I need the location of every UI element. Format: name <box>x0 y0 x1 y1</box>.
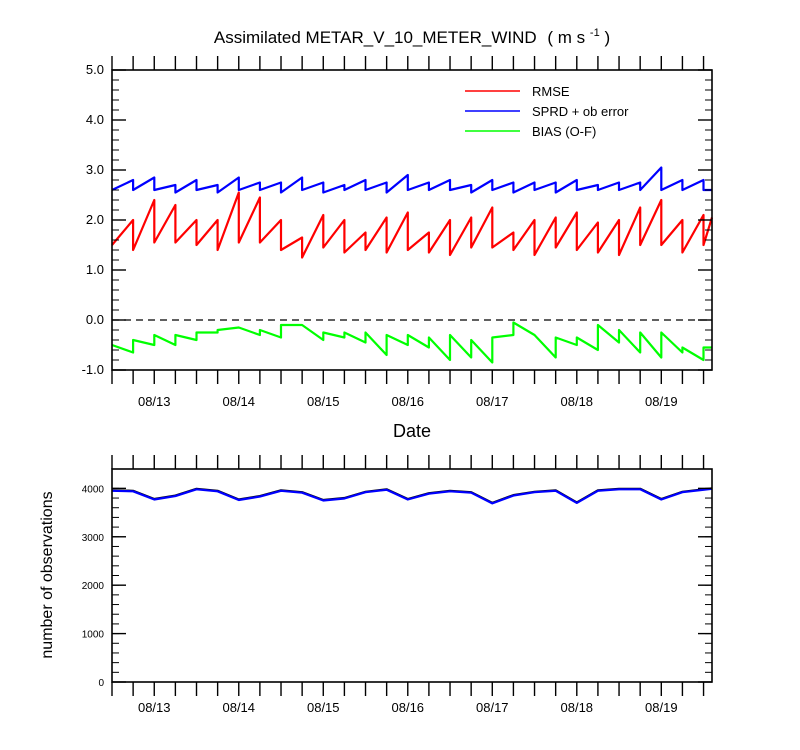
y-tick-label: -1.0 <box>82 362 104 377</box>
legend-label-sprd: SPRD + ob error <box>532 104 629 119</box>
x-tick-label: 08/14 <box>222 700 255 715</box>
legend-label-bias: BIAS (O-F) <box>532 124 596 139</box>
bottom-plot-frame <box>111 468 713 683</box>
y-tick-label: 2000 <box>82 581 105 592</box>
y-tick-label: 0 <box>98 678 104 689</box>
series-line-rmse <box>111 191 714 259</box>
x-tick-label: 08/18 <box>561 394 594 409</box>
x-tick-label: 08/16 <box>392 394 425 409</box>
x-axis-label: Date <box>393 421 431 441</box>
series-line-sprd-ob-error <box>111 166 712 194</box>
y-tick-label: 1000 <box>82 630 105 641</box>
x-tick-label: 08/15 <box>307 700 340 715</box>
y-tick-label: 1.0 <box>86 262 104 277</box>
x-tick-label: 08/13 <box>138 700 171 715</box>
chart-title-units-close: ) <box>604 28 610 47</box>
series-line-observations-1 <box>111 487 713 505</box>
legend: RMSE SPRD + ob error BIAS (O-F) <box>465 84 629 139</box>
chart-title-units: ( m s <box>547 28 585 47</box>
x-tick-label: 08/13 <box>138 394 171 409</box>
x-tick-label: 08/14 <box>222 394 255 409</box>
legend-label-rmse: RMSE <box>532 84 570 99</box>
x-tick-label: 08/18 <box>561 700 594 715</box>
x-tick-label: 08/16 <box>392 700 425 715</box>
chart-title-main: Assimilated METAR_V_10_METER_WIND <box>214 28 537 47</box>
top-panel: -1.0 0.0 1.0 2.0 3.0 4.0 5.0 08/13 08/14 08/15 08/… <box>82 56 714 409</box>
x-tick-label: 08/17 <box>476 700 509 715</box>
y-tick-label: 5.0 <box>86 62 104 77</box>
y-tick-label: 2.0 <box>86 212 104 227</box>
chart-title-units-exponent: -1 <box>590 27 600 39</box>
x-tick-label: 08/19 <box>645 394 678 409</box>
x-tick-label: 08/19 <box>645 700 678 715</box>
chart-title: Assimilated METAR_V_10_METER_WIND ( m s … <box>214 21 610 47</box>
y-tick-label: 3000 <box>82 533 105 544</box>
series-line-bias-o-f- <box>111 321 712 364</box>
y-tick-label: 0.0 <box>86 312 104 327</box>
y-tick-label: 4000 <box>82 484 105 495</box>
x-tick-label: 08/17 <box>476 394 509 409</box>
y-tick-label: 3.0 <box>86 162 104 177</box>
y-axis-label-observations: number of observations <box>39 491 56 658</box>
y-tick-label: 4.0 <box>86 112 104 127</box>
x-tick-label: 08/15 <box>307 394 340 409</box>
bottom-panel: 0 1000 2000 3000 4000 08/13 08/14 08/15 08/16 08/… <box>82 455 713 715</box>
